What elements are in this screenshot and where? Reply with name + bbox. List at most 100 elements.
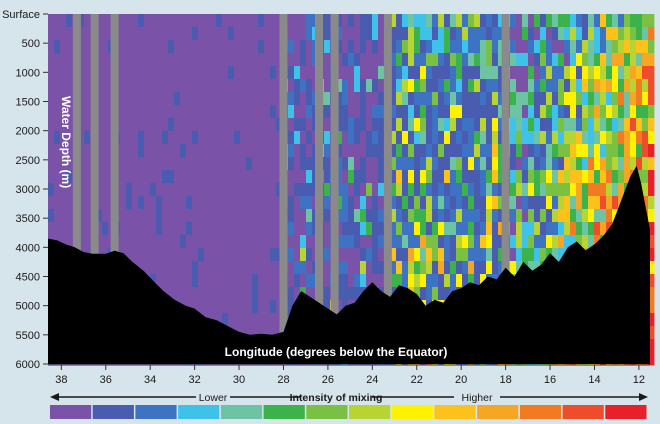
mixing-cell [516,131,523,145]
mixing-cell [288,170,295,184]
mixing-cell [402,209,409,223]
mixing-cell [270,287,277,301]
mixing-cell [126,248,133,262]
mixing-cell [270,196,277,210]
mixing-cell [48,40,55,54]
mixing-cell [456,183,463,197]
mixing-cell [552,183,559,197]
mixing-cell [528,131,535,145]
mixing-cell [426,170,433,184]
mixing-cell [126,183,133,197]
mixing-cell [582,131,589,145]
mixing-cell [432,118,439,132]
mixing-cell [498,131,505,145]
mixing-cell [348,27,355,41]
mixing-cell [186,235,193,249]
mixing-cell [618,157,625,171]
mixing-cell [516,222,523,236]
mixing-cell [144,222,151,236]
mixing-cell [222,222,229,236]
mixing-cell [528,157,535,171]
mixing-cell [516,144,523,158]
mixing-cell [510,196,517,210]
mixing-cell [408,79,415,93]
mixing-cell [354,274,361,288]
mixing-cell [174,183,181,197]
mixing-cell [198,40,205,54]
mixing-cell [84,53,91,67]
mixing-cell [324,248,331,262]
mixing-cell [426,27,433,41]
plot-area [48,14,655,366]
mixing-cell [216,53,223,67]
mixing-cell [456,274,463,288]
mixing-cell [222,196,229,210]
mixing-cell [288,144,295,158]
mixing-cell [636,66,643,80]
mixing-cell [294,222,301,236]
mixing-cell [402,157,409,171]
mixing-cell [612,27,619,41]
mixing-cell [324,131,331,145]
mixing-cell [444,131,451,145]
mixing-cell [396,183,403,197]
mixing-cell [54,79,61,93]
mixing-cell [648,222,655,236]
mixing-cell [342,235,349,249]
mixing-cell [294,14,301,28]
mixing-cell [324,235,331,249]
mixing-cell [126,144,133,158]
mixing-cell [648,235,655,249]
mixing-cell [408,40,415,54]
mixing-cell [360,105,367,119]
mixing-cell [564,40,571,54]
mixing-cell [498,92,505,106]
mixing-cell [240,144,247,158]
mixing-cell [174,14,181,28]
mixing-cell [426,196,433,210]
mixing-cell [216,287,223,301]
mixing-cell [120,170,127,184]
mixing-cell [492,118,499,132]
mixing-cell [618,92,625,106]
mixing-cell [534,183,541,197]
mixing-cell [612,66,619,80]
mixing-cell [246,53,253,67]
mixing-cell [426,144,433,158]
mixing-cell [54,40,61,54]
mixing-cell [84,92,91,106]
mixing-cell [456,235,463,249]
mixing-cell [258,183,265,197]
mixing-cell [132,118,139,132]
mixing-cell [450,105,457,119]
mixing-cell [180,196,187,210]
mixing-cell [456,66,463,80]
mixing-cell [576,105,583,119]
mixing-cell [174,40,181,54]
mixing-cell [414,40,421,54]
mixing-cell [234,209,241,223]
mixing-cell [192,248,199,262]
mixing-cell [270,40,277,54]
mixing-cell [432,66,439,80]
mixing-cell [492,66,499,80]
mixing-cell [234,274,241,288]
mixing-cell [432,183,439,197]
mixing-cell [192,222,199,236]
mixing-cell [336,53,343,67]
mixing-cell [432,79,439,93]
mixing-cell [198,300,205,314]
mixing-cell [342,105,349,119]
mixing-cell [66,66,73,80]
mixing-cell [576,27,583,41]
mixing-cell [294,53,301,67]
mixing-cell [132,248,139,262]
mixing-cell [552,92,559,106]
legend-arrow-left-head [50,393,59,401]
mixing-cell [54,196,61,210]
mixing-cell [216,170,223,184]
mixing-cell [630,105,637,119]
mixing-cell [96,222,103,236]
mixing-cell [342,196,349,210]
mixing-cell [48,157,55,171]
